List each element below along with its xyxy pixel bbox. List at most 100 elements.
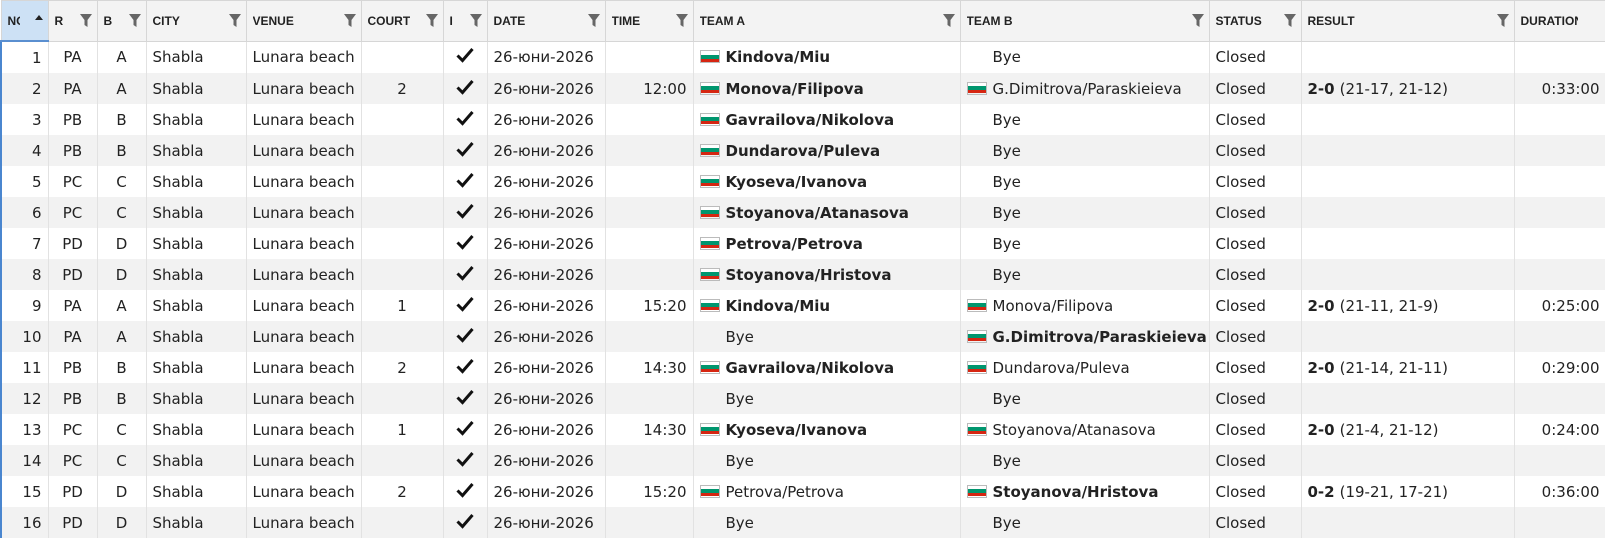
table-row[interactable]: 12 PB B Shabla Lunara beach 26-юни-2026 Bye Bye… xyxy=(0,383,1605,414)
column-header[interactable]: DATE xyxy=(486,0,606,42)
check-icon xyxy=(456,327,474,343)
check-icon xyxy=(456,234,474,250)
filter-icon[interactable] xyxy=(587,14,600,27)
team-name: Dundarova/Puleva xyxy=(725,141,881,160)
table-row[interactable]: 16 PD D Shabla Lunara beach 26-юни-2026 Bye Bye… xyxy=(0,507,1605,538)
column-header[interactable]: I xyxy=(442,0,488,42)
time-cell: 14:30 xyxy=(605,414,694,445)
city-cell-text: Shabla xyxy=(152,203,204,222)
court-cell xyxy=(361,41,444,73)
b-cell-text: D xyxy=(115,513,128,532)
row-number: 13 xyxy=(0,414,49,445)
column-header[interactable]: RESULT xyxy=(1300,0,1515,42)
column-header-label: RESULT xyxy=(1307,14,1355,29)
team-a-cell: Bye xyxy=(693,507,961,538)
flag-icon xyxy=(699,174,720,188)
check-cell xyxy=(443,383,488,414)
row-number: 14 xyxy=(0,445,49,476)
row-number: 4 xyxy=(0,135,49,166)
filter-icon[interactable] xyxy=(343,14,356,27)
b-cell-text: C xyxy=(116,203,127,222)
filter-icon[interactable] xyxy=(1191,14,1204,27)
row-number-text: 12 xyxy=(22,389,42,408)
status-cell: Closed xyxy=(1209,445,1302,476)
b-cell-text: C xyxy=(116,451,127,470)
column-header[interactable]: TEAM A xyxy=(692,0,961,42)
filter-icon[interactable] xyxy=(128,14,141,27)
team-name: Bye xyxy=(992,172,1021,191)
result-cell xyxy=(1301,228,1515,259)
column-header[interactable]: STATUS xyxy=(1208,0,1302,42)
row-number-text: 11 xyxy=(22,358,42,377)
filter-icon[interactable] xyxy=(1283,14,1296,27)
table-row[interactable]: 3 PB B Shabla Lunara beach 26-юни-2026 Gavrail… xyxy=(0,104,1605,135)
column-header[interactable]: R xyxy=(47,0,98,42)
table-row[interactable]: 9 PA A Shabla Lunara beach 1 26-юни-2026 15:20 K… xyxy=(0,290,1605,321)
column-header[interactable]: COURT xyxy=(360,0,444,42)
date-cell-text: 26-юни-2026 xyxy=(493,451,594,470)
column-header-label: I xyxy=(449,14,453,29)
filter-icon[interactable] xyxy=(425,14,438,27)
r-cell-text: PB xyxy=(62,358,83,377)
team-a-cell: Dundarova/Puleva xyxy=(693,135,961,166)
date-cell: 26-юни-2026 xyxy=(487,476,606,507)
table-row[interactable]: 6 PC C Shabla Lunara beach 26-юни-2026 Stoyano… xyxy=(0,197,1605,228)
b-cell-text: B xyxy=(116,110,127,129)
column-header-label: B xyxy=(103,14,113,29)
team-b-cell: Bye xyxy=(960,41,1210,73)
column-header[interactable]: VENUE xyxy=(245,0,362,42)
b-cell-text: C xyxy=(116,172,127,191)
row-number-text: 10 xyxy=(22,327,42,346)
r-cell-text: PC xyxy=(62,420,83,439)
filter-icon[interactable] xyxy=(469,14,482,27)
column-header-label: VENUE xyxy=(252,14,294,29)
column-header[interactable]: NO xyxy=(0,0,49,42)
r-cell-text: PD xyxy=(62,234,83,253)
table-row[interactable]: 10 PA A Shabla Lunara beach 26-юни-2026 Bye G.D… xyxy=(0,321,1605,352)
b-cell: A xyxy=(97,290,147,321)
table-row[interactable]: 2 PA A Shabla Lunara beach 2 26-юни-2026 12:00 M… xyxy=(0,73,1605,104)
team-a-cell: Kindova/Miu xyxy=(693,290,961,321)
table-row[interactable]: 7 PD D Shabla Lunara beach 26-юни-2026 Petrova… xyxy=(0,228,1605,259)
r-cell: PA xyxy=(48,73,98,104)
date-cell-text: 26-юни-2026 xyxy=(493,513,594,532)
b-cell: B xyxy=(97,352,147,383)
team-name: G.Dimitrova/Paraskieieva xyxy=(992,79,1182,98)
result-cell xyxy=(1301,383,1515,414)
table-row[interactable]: 15 PD D Shabla Lunara beach 2 26-юни-2026 15:20… xyxy=(0,476,1605,507)
table-row[interactable]: 13 PC C Shabla Lunara beach 1 26-юни-2026 14:30… xyxy=(0,414,1605,445)
column-header-label: COURT xyxy=(367,14,411,29)
filter-icon[interactable] xyxy=(1496,14,1509,27)
table-row[interactable]: 14 PC C Shabla Lunara beach 26-юни-2026 Bye Bye… xyxy=(0,445,1605,476)
date-cell-text: 26-юни-2026 xyxy=(493,48,594,67)
duration-cell xyxy=(1514,507,1605,538)
table-row[interactable]: 11 PB B Shabla Lunara beach 2 26-юни-2026 14:30… xyxy=(0,352,1605,383)
filter-icon[interactable] xyxy=(675,14,688,27)
time-cell xyxy=(605,166,694,197)
result-cell xyxy=(1301,507,1515,538)
column-header[interactable]: CITY xyxy=(145,0,247,42)
row-number-text: 1 xyxy=(31,48,42,67)
column-header[interactable]: B xyxy=(96,0,147,42)
table-row[interactable]: 4 PB B Shabla Lunara beach 26-юни-2026 Dundaro… xyxy=(0,135,1605,166)
flag-icon xyxy=(966,298,987,312)
r-cell-text: PA xyxy=(63,327,82,346)
status-cell: Closed xyxy=(1209,383,1302,414)
team-a-cell: Bye xyxy=(693,445,961,476)
time-cell: 14:30 xyxy=(605,352,694,383)
table-row[interactable]: 8 PD D Shabla Lunara beach 26-юни-2026 Stoyano… xyxy=(0,259,1605,290)
venue-cell: Lunara beach xyxy=(246,352,362,383)
column-header[interactable]: TIME xyxy=(604,0,694,42)
filter-icon[interactable] xyxy=(228,14,241,27)
check-cell xyxy=(443,507,488,538)
column-header[interactable]: TEAM B xyxy=(959,0,1210,42)
row-number: 15 xyxy=(0,476,49,507)
table-row[interactable]: 5 PC C Shabla Lunara beach 26-юни-2026 Kyoseva… xyxy=(0,166,1605,197)
column-header[interactable]: DURATION xyxy=(1513,0,1605,42)
sort-icon[interactable] xyxy=(34,14,43,22)
filter-icon[interactable] xyxy=(942,14,955,27)
filter-icon[interactable] xyxy=(79,14,92,27)
table-row[interactable]: 1 PA A Shabla Lunara beach 26-юни-2026 Kindova… xyxy=(0,41,1605,73)
time-cell-text: 15:20 xyxy=(643,482,687,501)
status-cell: Closed xyxy=(1209,228,1302,259)
